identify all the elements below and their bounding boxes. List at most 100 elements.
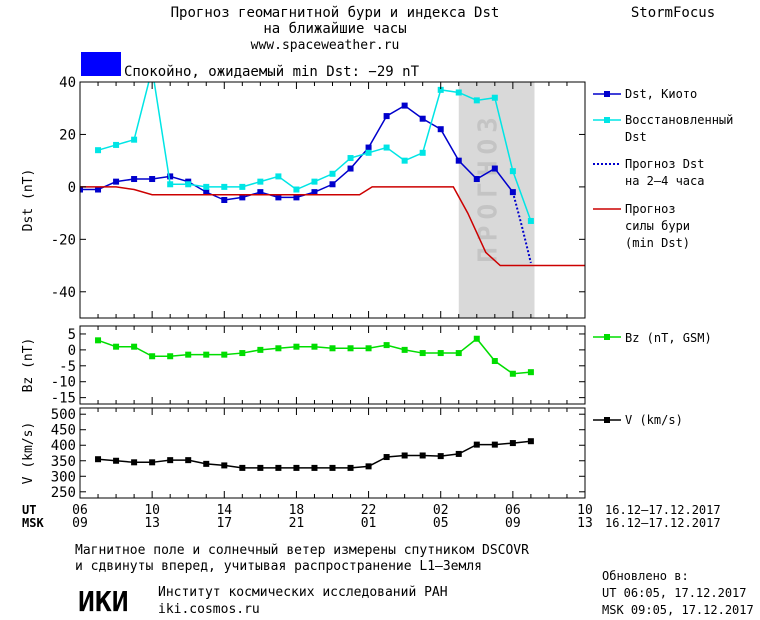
data-point: [239, 350, 246, 357]
legend-storm-line1: Прогноз: [625, 202, 676, 216]
data-point: [473, 335, 480, 342]
data-point: [437, 86, 444, 93]
status-text: Спокойно, ожидаемый min Dst: −29 nT: [124, 64, 420, 80]
series-line: [511, 191, 532, 264]
data-point: [185, 351, 192, 358]
data-point: [329, 170, 336, 177]
data-point: [131, 343, 138, 350]
y-axis-label: Bz (nT): [21, 338, 36, 393]
institute-url[interactable]: iki.cosmos.ru: [158, 602, 260, 617]
panel-frame: [79, 325, 586, 405]
legend-marker-bz: [604, 334, 610, 340]
data-point: [419, 452, 426, 459]
legend-marker-v: [604, 417, 610, 423]
site-url[interactable]: www.spaceweather.ru: [251, 38, 400, 53]
legend-marker-dst-kyoto: [604, 91, 610, 97]
date-range-msk: 16.12–17.12.2017: [605, 516, 721, 530]
title-line-2: на ближайшие часы: [263, 21, 406, 37]
institute-name: Институт космических исследований РАН: [158, 585, 448, 600]
x-tick-label-msk: 05: [433, 516, 449, 531]
y-tick-label: 300: [51, 469, 76, 485]
data-point: [275, 173, 282, 180]
data-point: [293, 194, 300, 201]
data-point: [527, 438, 534, 445]
data-point: [473, 97, 480, 104]
y-tick-label: -10: [51, 375, 76, 391]
footer-note-line-1: Магнитное поле и солнечный ветер измерен…: [75, 543, 529, 558]
y-tick-label: -40: [51, 285, 76, 301]
data-point: [473, 176, 480, 183]
data-point: [95, 186, 102, 193]
x-axis-ut-label: UT: [22, 503, 36, 517]
data-point: [293, 464, 300, 471]
legend-forecast-line2: на 2–4 часа: [625, 174, 704, 188]
data-point: [347, 345, 354, 352]
data-point: [419, 115, 426, 122]
y-tick-label: 5: [68, 327, 76, 343]
data-point: [473, 441, 480, 448]
data-point: [221, 462, 228, 469]
updated-msk: MSK 09:05, 17.12.2017: [602, 603, 754, 617]
series-line: [97, 440, 531, 469]
bz-legend: Bz (nT, GSM): [593, 331, 712, 345]
data-point: [275, 194, 282, 201]
series-2-0: [95, 438, 534, 471]
data-point: [149, 459, 156, 466]
data-point: [185, 457, 192, 464]
x-tick-label-ut: 02: [433, 503, 449, 518]
data-point: [311, 464, 318, 471]
x-tick-label-ut: 10: [144, 503, 160, 518]
data-point: [365, 463, 372, 470]
data-point: [239, 194, 246, 201]
x-tick-label-ut: 06: [72, 503, 88, 518]
data-point: [437, 126, 444, 133]
data-point: [383, 113, 390, 120]
y-tick-label: 40: [59, 75, 76, 91]
data-point: [203, 183, 210, 190]
series-line: [80, 104, 514, 201]
data-point: [419, 149, 426, 156]
y-tick-label: 350: [51, 454, 76, 470]
data-point: [347, 155, 354, 162]
data-point: [257, 346, 264, 353]
data-point: [257, 464, 264, 471]
data-point: [149, 353, 156, 360]
data-point: [275, 464, 282, 471]
data-point: [329, 181, 336, 188]
legend-forecast-line1: Прогноз Dst: [625, 157, 704, 171]
data-point: [167, 353, 174, 360]
series-0-2: [511, 191, 532, 264]
data-point: [527, 369, 534, 376]
data-point: [365, 149, 372, 156]
data-point: [383, 342, 390, 349]
series-0-1: [95, 82, 534, 224]
data-point: [221, 351, 228, 358]
data-point: [527, 217, 534, 224]
y-axis-label: Dst (nT): [21, 169, 36, 232]
data-point: [203, 189, 210, 196]
v-legend: V (km/s): [593, 413, 683, 427]
data-point: [311, 178, 318, 185]
x-tick-label-msk: 09: [72, 516, 88, 531]
data-point: [491, 165, 498, 172]
data-point: [275, 345, 282, 352]
legend-storm-line3: (min Dst): [625, 236, 690, 250]
data-point: [203, 460, 210, 467]
data-point: [203, 351, 210, 358]
data-point: [113, 141, 120, 148]
iki-logo[interactable]: ИКИ: [78, 585, 129, 618]
legend-restored-line1: Восстановленный: [625, 113, 733, 127]
data-point: [347, 464, 354, 471]
updated-ut: UT 06:05, 17.12.2017: [602, 586, 747, 600]
forecast-band-label: ПРОГНОЗ: [474, 111, 504, 263]
data-point: [311, 343, 318, 350]
y-tick-label: 20: [59, 127, 76, 143]
data-point: [401, 157, 408, 164]
data-point: [491, 358, 498, 365]
legend-restored-line2: Dst: [625, 130, 647, 144]
data-point: [491, 441, 498, 448]
date-range-ut: 16.12–17.12.2017: [605, 503, 721, 517]
x-tick-label-ut: 22: [361, 503, 377, 518]
data-point: [131, 136, 138, 143]
data-point: [383, 144, 390, 151]
